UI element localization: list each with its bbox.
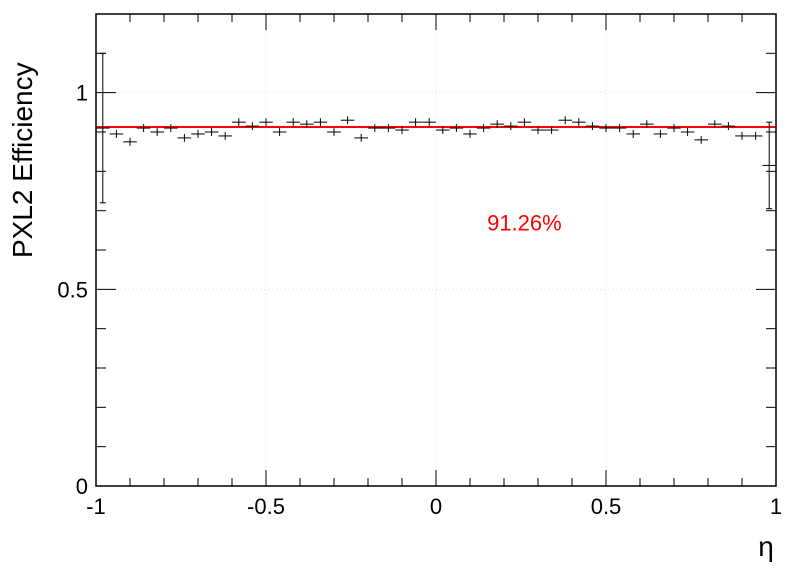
data-point [109, 130, 124, 138]
data-point [680, 128, 695, 136]
data-point [177, 133, 192, 142]
data-point [599, 124, 613, 132]
data-point [204, 128, 219, 136]
data-point [626, 130, 640, 138]
data-point [340, 116, 355, 125]
data-point [327, 128, 341, 136]
data-point [612, 124, 627, 132]
x-axis-label: η [758, 531, 774, 562]
plot-frame [95, 13, 777, 487]
data-point [395, 126, 409, 134]
data-point [381, 124, 396, 132]
data-point [544, 126, 559, 134]
data-point [517, 118, 532, 127]
data-point [259, 118, 273, 127]
data-point [123, 137, 137, 146]
data-point [191, 130, 205, 138]
x-tick-label: 0 [430, 494, 442, 519]
data-point [300, 120, 314, 129]
data-point [272, 128, 287, 136]
tick-labels: -1 -0.5 0 0.5 1 0 0.5 1 [57, 81, 782, 519]
data-point [504, 122, 518, 131]
data-point [232, 118, 246, 127]
data-point [762, 121, 776, 210]
data-point [422, 118, 436, 127]
data-point [463, 130, 477, 138]
x-tick-label: -0.5 [247, 494, 285, 519]
data-point [476, 124, 491, 132]
data-point [313, 118, 328, 127]
data-point [436, 126, 450, 134]
data-point [558, 116, 572, 125]
data-point [245, 122, 260, 131]
data-point [572, 118, 586, 127]
data-point [694, 135, 708, 144]
y-axis-label: PXL2 Efficiency [7, 62, 38, 258]
data-point [408, 118, 423, 127]
data-point [585, 122, 600, 131]
data-point [218, 132, 232, 140]
data-point [653, 130, 668, 138]
y-tick-label: 1 [76, 81, 88, 106]
data-point [136, 124, 151, 132]
data-points [96, 52, 776, 210]
y-tick-label: 0 [76, 474, 88, 499]
data-point [721, 122, 736, 131]
data-point [748, 132, 763, 140]
efficiency-annotation: 91.26% [487, 210, 562, 235]
data-point [640, 120, 654, 129]
data-point [164, 124, 178, 132]
data-point [531, 126, 545, 134]
data-point [490, 120, 504, 129]
data-point [708, 120, 722, 129]
x-tick-label: 0.5 [591, 494, 622, 519]
data-point [667, 124, 681, 132]
data-point [354, 133, 368, 142]
data-point [368, 124, 382, 132]
x-tick-label: -1 [86, 494, 106, 519]
data-point [735, 132, 749, 140]
x-tick-label: 1 [770, 494, 782, 519]
data-point [150, 128, 164, 136]
data-point [449, 124, 464, 132]
y-tick-label: 0.5 [57, 277, 88, 302]
data-point [286, 118, 300, 127]
